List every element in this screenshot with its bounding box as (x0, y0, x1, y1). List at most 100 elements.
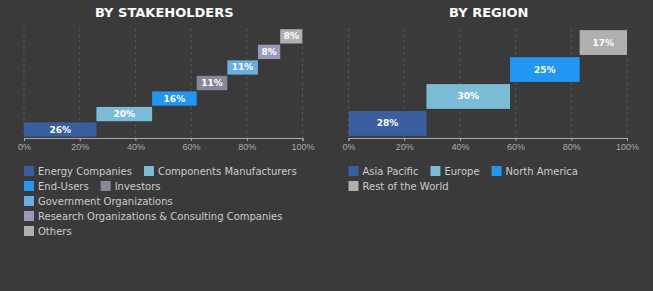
data-labels: 28%30%25%17% (377, 38, 614, 129)
tick-mark (135, 138, 136, 141)
tick-mark (303, 138, 304, 141)
tick-mark (516, 138, 517, 141)
tick: 40% (127, 138, 145, 152)
tick-label: 60% (507, 142, 525, 152)
legend-label: Components Manufacturers (158, 166, 297, 177)
data-label: 20% (113, 109, 135, 119)
legend-label: Research Organizations & Consulting Comp… (38, 211, 282, 222)
grid-line (79, 28, 80, 138)
bar (258, 45, 280, 59)
legend-swatch (430, 166, 440, 176)
grid-line (135, 28, 136, 138)
legend-label: Rest of the World (363, 181, 449, 192)
data-label: 11% (201, 78, 223, 88)
tick: 60% (507, 138, 525, 152)
data-label: 25% (534, 65, 556, 75)
tick-mark (191, 138, 192, 141)
legend-swatch (492, 166, 502, 176)
legend-label: Others (38, 226, 72, 237)
tick: 20% (396, 138, 414, 152)
legend-item: Energy Companies (24, 166, 132, 177)
data-label: 11% (232, 62, 254, 72)
bar (580, 30, 627, 55)
tick-label: 100% (616, 142, 639, 152)
tick-label: 100% (291, 142, 314, 152)
data-label: 28% (377, 118, 399, 128)
bars (349, 30, 628, 136)
bar (227, 60, 258, 74)
bar (152, 91, 197, 105)
tick: 0% (18, 138, 31, 152)
tick: 40% (451, 138, 469, 152)
tick-label: 80% (238, 142, 256, 152)
grid-line (24, 28, 25, 138)
legend: Energy Companies Components Manufacturers… (24, 166, 297, 237)
tick-label: 40% (451, 142, 469, 152)
panel: BY REGION28%30%25%17%0%20%40%60%80%100%A… (342, 5, 639, 192)
legend-item: Rest of the World (349, 181, 449, 192)
tick-label: 80% (563, 142, 581, 152)
legend-item: Government Organizations (24, 196, 173, 207)
bar (24, 122, 96, 136)
legend-swatch (101, 181, 111, 191)
legend-item: Europe (430, 166, 479, 177)
tick: 20% (71, 138, 89, 152)
bar (197, 76, 228, 90)
data-label: 30% (457, 91, 479, 101)
x-axis: 0% 20% 40% 60% 80% 100% (18, 138, 315, 152)
tick-mark (627, 138, 628, 141)
legend-swatch (24, 226, 34, 236)
data-label: 8% (261, 47, 276, 57)
tick-label: 60% (183, 142, 201, 152)
legend-item: Others (24, 226, 72, 237)
grid-line (459, 28, 460, 138)
legend-label: Government Organizations (38, 196, 173, 207)
tick-mark (80, 138, 81, 141)
axis-line (349, 139, 628, 142)
data-label: 16% (164, 94, 186, 104)
grid-line (302, 28, 303, 138)
legend-swatch (24, 211, 34, 221)
tick-label: 20% (396, 142, 414, 152)
tick-mark (24, 138, 25, 141)
tick-label: 20% (71, 142, 89, 152)
legend-label: Investors (115, 181, 161, 192)
legend-item: Research Organizations & Consulting Comp… (24, 211, 282, 222)
legend-label: North America (506, 166, 578, 177)
bar (510, 57, 580, 82)
legend-label: Asia Pacific (363, 166, 419, 177)
legend-swatch (144, 166, 154, 176)
legend-item: Components Manufacturers (144, 166, 297, 177)
legend-swatch (24, 166, 34, 176)
legend-swatch (349, 166, 359, 176)
tick: 100% (291, 138, 314, 152)
legend-swatch (24, 181, 34, 191)
grid-line (571, 28, 572, 138)
tick-mark (247, 138, 248, 141)
legend-label: Energy Companies (38, 166, 132, 177)
grid (349, 28, 628, 138)
legend-swatch (24, 196, 34, 206)
panel: BY STAKEHOLDERS26%20%16%11%11%8%8%0%20%4… (18, 5, 315, 237)
legend-item: North America (492, 166, 578, 177)
legend-item: Asia Pacific (349, 166, 419, 177)
tick-mark (349, 138, 350, 141)
legend: Asia Pacific Europe North America Rest of t… (349, 166, 579, 192)
bar (349, 111, 427, 136)
title: BY REGION (449, 5, 528, 20)
grid-line (515, 28, 516, 138)
grid-line (191, 28, 192, 138)
data-label: 8% (284, 31, 299, 41)
bar (426, 84, 510, 109)
tick-mark (404, 138, 405, 141)
tick: 0% (342, 138, 355, 152)
legend-label: End-Users (38, 181, 89, 192)
legend-item: End-Users (24, 181, 89, 192)
grid-line (246, 28, 247, 138)
tick: 80% (238, 138, 256, 152)
tick-label: 0% (342, 142, 355, 152)
tick-mark (571, 138, 572, 141)
axis-line (25, 139, 304, 142)
bar (280, 29, 302, 43)
tick-mark (460, 138, 461, 141)
